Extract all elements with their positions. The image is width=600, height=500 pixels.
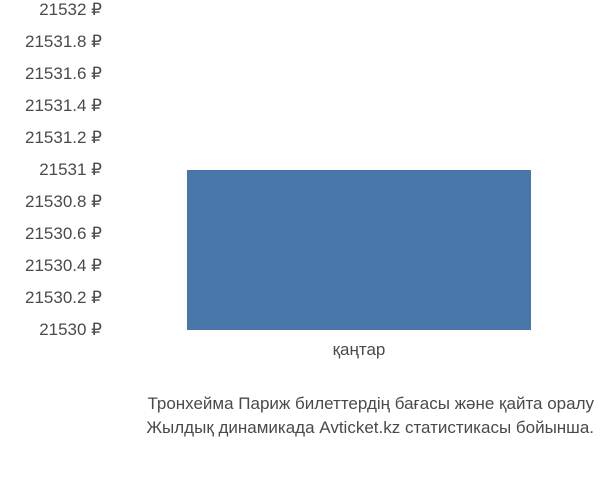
y-tick-label: 21531.6 ₽: [25, 64, 102, 84]
y-tick-label: 21530.8 ₽: [25, 192, 102, 212]
y-tick-label: 21530.6 ₽: [25, 224, 102, 244]
y-tick-label: 21530.2 ₽: [25, 288, 102, 308]
y-tick-label: 21531 ₽: [39, 160, 102, 180]
chart-caption: Тронхейма Париж билеттердiң бағасы және …: [0, 392, 594, 440]
caption-line-2: Жылдық динамикада Avticket.kz статистика…: [0, 416, 594, 440]
y-tick-label: 21532 ₽: [39, 0, 102, 20]
y-tick-label: 21531.2 ₽: [25, 128, 102, 148]
x-tick-label: қаңтар: [333, 340, 386, 360]
y-axis: 21532 ₽21531.8 ₽21531.6 ₽21531.4 ₽21531.…: [0, 10, 110, 330]
plot-area: [110, 10, 590, 330]
bar: [187, 170, 531, 330]
y-tick-label: 21531.4 ₽: [25, 96, 102, 116]
y-tick-label: 21530.4 ₽: [25, 256, 102, 276]
y-tick-label: 21531.8 ₽: [25, 32, 102, 52]
caption-line-1: Тронхейма Париж билеттердiң бағасы және …: [0, 392, 594, 416]
chart-container: 21532 ₽ 21531.8 ₽ 21531.6 ₽ 21531.4 ₽ 21531.…: [0, 0, 600, 500]
y-tick-label: 21530 ₽: [39, 320, 102, 340]
